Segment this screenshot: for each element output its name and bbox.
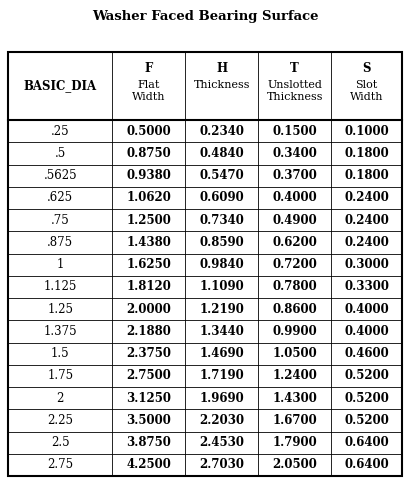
Text: 0.2340: 0.2340	[199, 125, 244, 138]
Text: 0.9840: 0.9840	[199, 258, 243, 271]
Text: 1: 1	[56, 258, 64, 271]
Text: 0.1500: 0.1500	[272, 125, 316, 138]
Text: 0.3000: 0.3000	[343, 258, 388, 271]
Text: 0.4000: 0.4000	[272, 191, 316, 204]
Text: 0.5470: 0.5470	[199, 169, 243, 182]
Text: Washer Faced Bearing Surface: Washer Faced Bearing Surface	[92, 10, 317, 23]
Text: 2.7030: 2.7030	[199, 458, 244, 471]
Text: 4.2500: 4.2500	[126, 458, 171, 471]
Text: 0.7340: 0.7340	[199, 214, 244, 227]
Text: 0.8590: 0.8590	[199, 236, 243, 249]
Text: 1.6700: 1.6700	[272, 414, 316, 427]
Bar	[8, 52, 401, 476]
Text: 0.1800: 0.1800	[343, 169, 388, 182]
Text: .5: .5	[54, 147, 66, 160]
Text: 0.4000: 0.4000	[343, 325, 388, 338]
Text: 0.1800: 0.1800	[343, 147, 388, 160]
Text: 3.8750: 3.8750	[126, 436, 171, 449]
Text: 3.1250: 3.1250	[126, 391, 171, 404]
Text: 0.6400: 0.6400	[343, 436, 388, 449]
Text: 1.7190: 1.7190	[199, 369, 243, 382]
Text: 1.8120: 1.8120	[126, 281, 171, 294]
Text: 0.4000: 0.4000	[343, 303, 388, 316]
Text: 1.4690: 1.4690	[199, 347, 243, 360]
Text: 2.0500: 2.0500	[272, 458, 316, 471]
Text: 0.2400: 0.2400	[343, 214, 388, 227]
Text: 2.7500: 2.7500	[126, 369, 171, 382]
Text: 2.1880: 2.1880	[126, 325, 171, 338]
Text: 1.3440: 1.3440	[199, 325, 244, 338]
Text: 0.3300: 0.3300	[343, 281, 388, 294]
Text: 1.2500: 1.2500	[126, 214, 171, 227]
Text: 1.7900: 1.7900	[272, 436, 316, 449]
Text: 1.2190: 1.2190	[199, 303, 244, 316]
Text: H: H	[216, 62, 227, 75]
Text: 2.75: 2.75	[47, 458, 73, 471]
Text: Unslotted
Thickness: Unslotted Thickness	[266, 80, 322, 102]
Text: 1.0500: 1.0500	[272, 347, 316, 360]
Text: S: S	[362, 62, 370, 75]
Text: 2.0000: 2.0000	[126, 303, 171, 316]
Text: 2: 2	[56, 391, 64, 404]
Text: 1.0620: 1.0620	[126, 191, 171, 204]
Text: 3.5000: 3.5000	[126, 414, 171, 427]
Text: .25: .25	[51, 125, 70, 138]
Text: 0.1000: 0.1000	[343, 125, 388, 138]
Text: 0.9900: 0.9900	[272, 325, 316, 338]
Text: 1.6250: 1.6250	[126, 258, 171, 271]
Text: 2.4530: 2.4530	[199, 436, 244, 449]
Text: 0.3400: 0.3400	[272, 147, 316, 160]
Text: 1.1090: 1.1090	[199, 281, 243, 294]
Text: 1.75: 1.75	[47, 369, 73, 382]
Text: 2.3750: 2.3750	[126, 347, 171, 360]
Text: Flat
Width: Flat Width	[132, 80, 165, 102]
Text: 0.8600: 0.8600	[272, 303, 316, 316]
Text: 0.9380: 0.9380	[126, 169, 171, 182]
Text: 1.4380: 1.4380	[126, 236, 171, 249]
Text: 1.4300: 1.4300	[272, 391, 316, 404]
Text: 2.25: 2.25	[47, 414, 73, 427]
Text: 0.4900: 0.4900	[272, 214, 316, 227]
Text: 2.5: 2.5	[51, 436, 70, 449]
Text: 0.5200: 0.5200	[343, 369, 388, 382]
Text: 1.25: 1.25	[47, 303, 73, 316]
Text: 1.5: 1.5	[51, 347, 70, 360]
Text: 2.2030: 2.2030	[199, 414, 244, 427]
Text: 1.9690: 1.9690	[199, 391, 243, 404]
Text: 0.5200: 0.5200	[343, 414, 388, 427]
Text: Slot
Width: Slot Width	[349, 80, 382, 102]
Text: 0.6400: 0.6400	[343, 458, 388, 471]
Text: Thickness: Thickness	[193, 80, 249, 90]
Text: 0.5200: 0.5200	[343, 391, 388, 404]
Text: 0.6090: 0.6090	[199, 191, 243, 204]
Text: .625: .625	[47, 191, 73, 204]
Text: .875: .875	[47, 236, 73, 249]
Text: 0.7200: 0.7200	[272, 258, 316, 271]
Text: 0.3700: 0.3700	[272, 169, 316, 182]
Text: 1.125: 1.125	[43, 281, 77, 294]
Text: .5625: .5625	[43, 169, 77, 182]
Text: 1.375: 1.375	[43, 325, 77, 338]
Text: 0.8750: 0.8750	[126, 147, 171, 160]
Text: 0.7800: 0.7800	[272, 281, 316, 294]
Text: 0.6200: 0.6200	[272, 236, 316, 249]
Text: 1.2400: 1.2400	[272, 369, 316, 382]
Text: 0.4840: 0.4840	[199, 147, 243, 160]
Text: .75: .75	[51, 214, 70, 227]
Text: BASIC_DIA: BASIC_DIA	[24, 80, 97, 93]
Text: F: F	[144, 62, 153, 75]
Text: T: T	[290, 62, 298, 75]
Text: 0.2400: 0.2400	[343, 236, 388, 249]
Text: 0.2400: 0.2400	[343, 191, 388, 204]
Text: 0.4600: 0.4600	[343, 347, 388, 360]
Text: 0.5000: 0.5000	[126, 125, 171, 138]
